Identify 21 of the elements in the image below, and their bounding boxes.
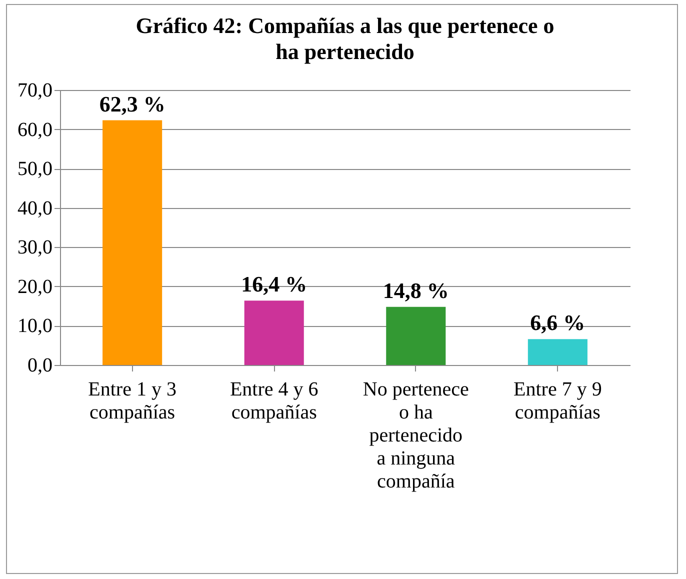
bar: [102, 120, 162, 365]
bar: [386, 306, 446, 365]
y-tick-label: 0,0: [28, 354, 52, 376]
y-tick-label: 70,0: [18, 80, 52, 102]
x-tick-label: Entre 4 y 6 compañías: [230, 378, 318, 424]
y-tick-label: 40,0: [18, 197, 52, 220]
data-label: 6,6 %: [530, 310, 586, 336]
chart-title: Gráfico 42: Compañías a las que pertenece o ha pertenecido: [136, 13, 554, 64]
bar: [528, 339, 588, 365]
y-tick-label: 20,0: [18, 276, 52, 298]
y-tick-label: 60,0: [18, 118, 52, 141]
x-tick-label: Entre 7 y 9 compañías: [514, 378, 602, 424]
bar: [244, 300, 304, 365]
x-tick-label: No pertenece o ha pertenecido a ninguna compañía: [362, 378, 470, 492]
x-tick-label: Entre 1 y 3 compañías: [88, 378, 176, 424]
y-tick-label: 50,0: [18, 158, 52, 180]
data-label: 62,3 %: [99, 91, 166, 116]
y-tick-label: 10,0: [18, 315, 52, 338]
data-label: 14,8 %: [382, 278, 449, 303]
y-tick-label: 30,0: [18, 236, 52, 259]
data-label: 16,4 %: [241, 272, 308, 297]
